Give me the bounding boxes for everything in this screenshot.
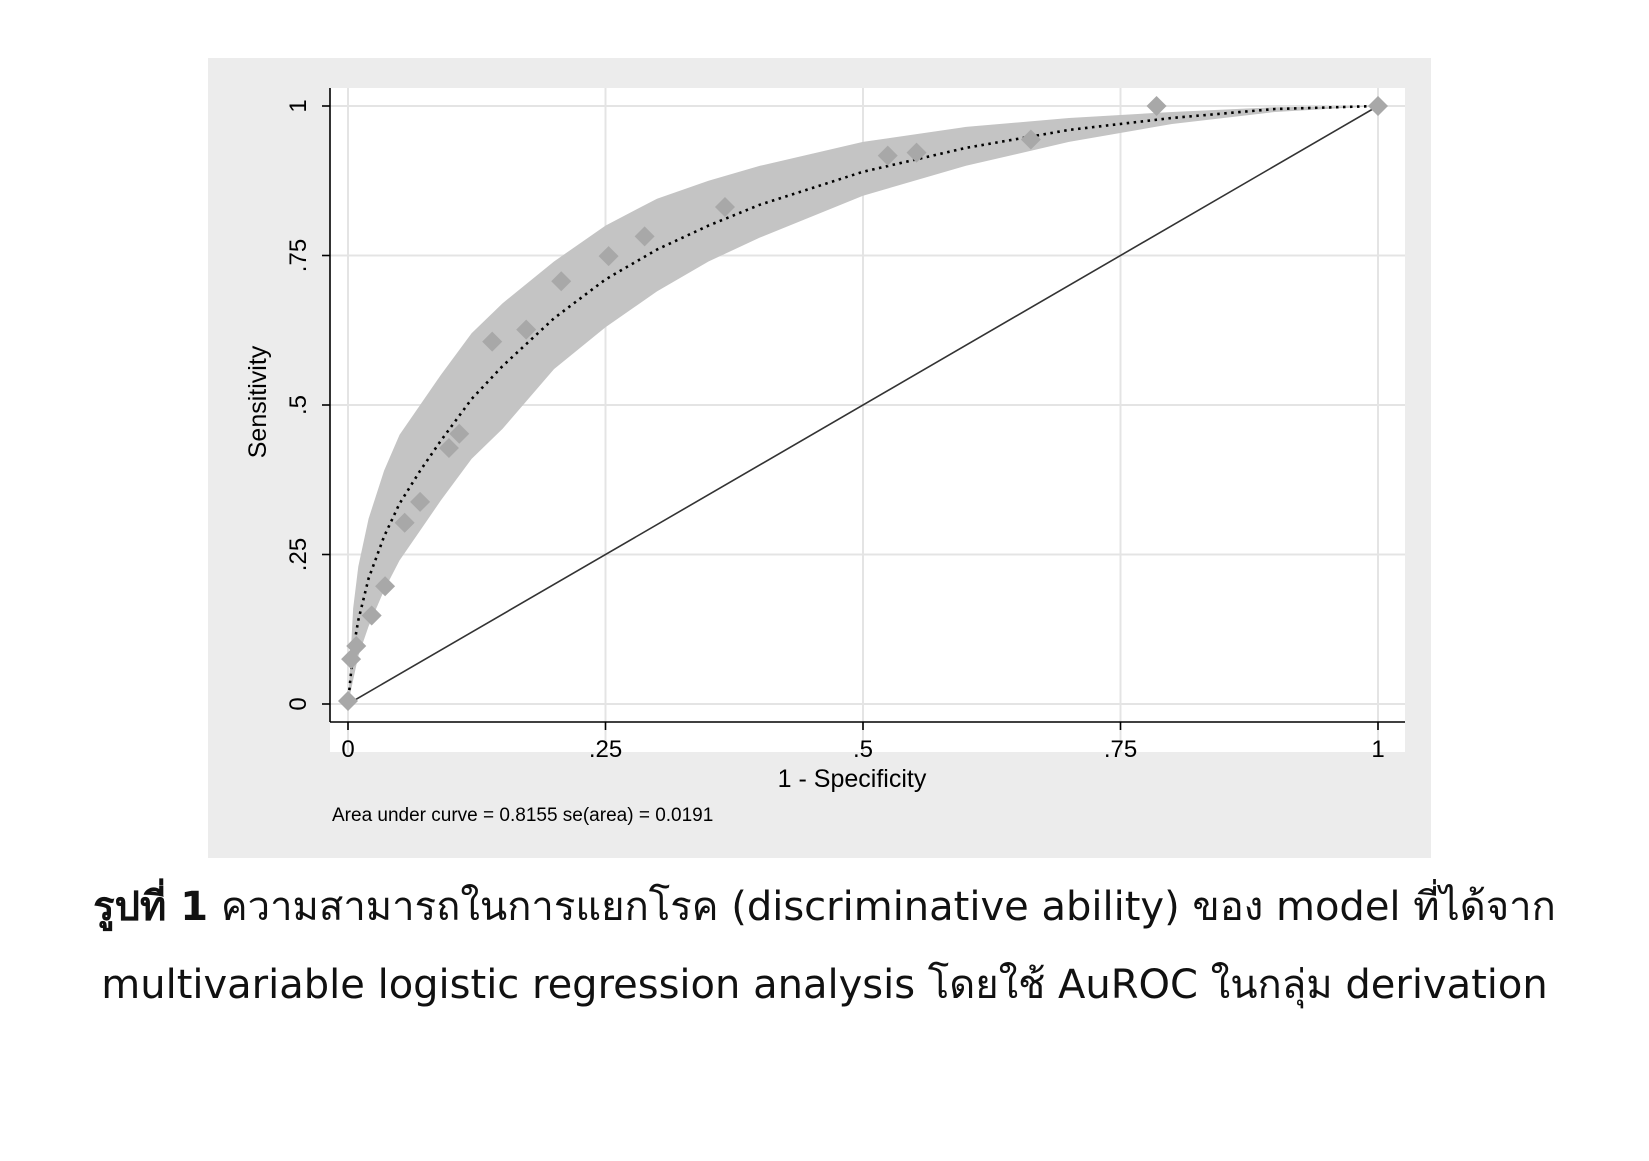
data-point-diamond [877, 145, 898, 166]
x-tick-label: 1 [1371, 736, 1384, 763]
x-tick-label: .25 [589, 736, 622, 763]
y-tick-label: 1 [285, 99, 312, 112]
x-tick-label: 0 [341, 736, 354, 763]
caption-label: รูปที่ 1 [93, 884, 209, 930]
data-point-diamond [1020, 129, 1041, 150]
data-point-diamond [516, 319, 537, 340]
data-point-diamond [375, 576, 396, 597]
x-tick-label: .5 [853, 736, 873, 763]
y-tick-label: .5 [285, 395, 312, 415]
caption-line-1: รูปที่ 1 ความสามารถในการแยกโรค (discrimi… [0, 868, 1649, 946]
data-point-diamond [346, 635, 367, 656]
data-point-diamond [551, 271, 572, 292]
figure-caption: รูปที่ 1 ความสามารถในการแยกโรค (discrimi… [0, 868, 1649, 1024]
data-point-diamond [361, 605, 382, 626]
y-tick-label: .25 [285, 538, 312, 571]
data-point-diamond [1146, 96, 1167, 116]
data-point-diamond [410, 491, 431, 512]
data-point-diamond [634, 226, 655, 247]
x-tick-label: .75 [1104, 736, 1137, 763]
data-points [338, 96, 1388, 712]
data-point-diamond [438, 438, 459, 459]
y-tick-label: 0 [285, 697, 312, 710]
x-axis-title: 1 - Specificity [778, 765, 927, 793]
y-ticks: 0 .25 .5 .75 1 [285, 99, 330, 711]
roc-chart: 0 .25 .5 .75 1 0 .25 .5 .75 1 1 - Specificity Se… [244, 88, 1405, 826]
y-tick-label: .75 [285, 239, 312, 272]
data-point-diamond [1368, 96, 1388, 116]
auc-note: Area under curve = 0.8155 se(area) = 0.0… [332, 805, 713, 826]
figure-panel: 0 .25 .5 .75 1 0 .25 .5 .75 1 1 - Specificity Se… [208, 58, 1431, 858]
data-point-diamond [449, 423, 470, 444]
caption-line-2: multivariable logistic regression analys… [101, 962, 1548, 1008]
reference-line [347, 105, 1379, 705]
x-ticks: 0 .25 .5 .75 1 [341, 722, 1385, 763]
data-point-diamond [906, 142, 927, 163]
y-axis-title: Sensitivity [244, 345, 272, 458]
data-point-diamond [394, 512, 415, 533]
fitted-roc-curve [346, 104, 1379, 705]
data-point-diamond [482, 331, 503, 352]
data-point-diamond [338, 691, 358, 712]
data-point-diamond [714, 197, 735, 218]
data-point-diamond [598, 246, 619, 267]
caption-text-1: ความสามารถในการแยกโรค (discriminative ab… [220, 884, 1556, 930]
